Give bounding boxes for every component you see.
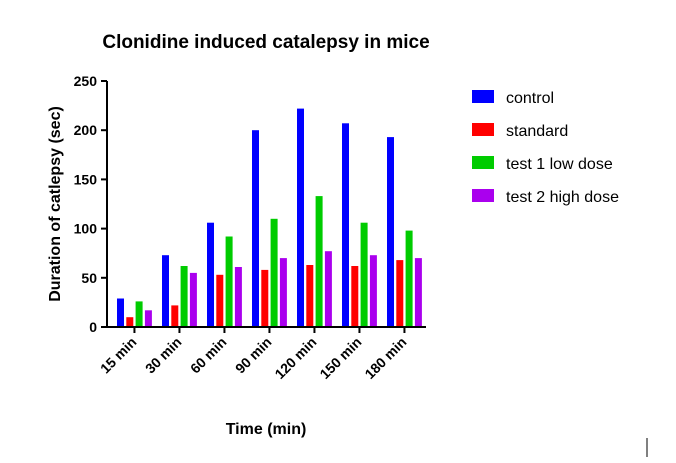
bar-4-5 bbox=[324, 251, 332, 327]
legend-label-2: standard bbox=[506, 123, 568, 140]
bar-1-6 bbox=[342, 123, 349, 327]
x-tick-label-3: 60 min bbox=[187, 334, 230, 377]
bar-1-5 bbox=[297, 108, 304, 327]
y-tick-label-1: 0 bbox=[89, 319, 97, 335]
bar-3-6 bbox=[360, 222, 368, 327]
bar-2-4 bbox=[261, 269, 269, 327]
bar-3-1 bbox=[135, 301, 143, 327]
legend-swatch-4 bbox=[472, 189, 494, 202]
bar-4-2 bbox=[189, 272, 197, 327]
legend-swatch-1 bbox=[472, 90, 494, 103]
bar-3-4 bbox=[270, 218, 278, 327]
y-tick-label-2: 50 bbox=[81, 270, 97, 286]
bar-2-1 bbox=[126, 317, 134, 327]
bar-1-7 bbox=[387, 137, 394, 327]
y-axis-label: Duration of catlepsy (sec) bbox=[47, 106, 64, 302]
bar-3-2 bbox=[180, 266, 188, 327]
x-tick-label-5: 120 min bbox=[271, 334, 319, 382]
bar-4-1 bbox=[144, 310, 152, 327]
legend-label-3: test 1 low dose bbox=[506, 156, 613, 173]
bar-3-5 bbox=[315, 196, 323, 327]
y-tick-label-6: 250 bbox=[74, 73, 98, 89]
bar-2-7 bbox=[396, 260, 404, 327]
y-tick-label-4: 150 bbox=[74, 171, 98, 187]
x-tick-label-6: 150 min bbox=[316, 334, 364, 382]
x-tick-label-2: 30 min bbox=[142, 334, 185, 377]
x-tick-label-4: 90 min bbox=[232, 334, 275, 377]
bar-1-4 bbox=[252, 130, 259, 327]
legend-swatch-3 bbox=[472, 156, 494, 169]
bar-4-3 bbox=[234, 267, 242, 327]
bar-1-3 bbox=[207, 222, 214, 327]
legend-swatch-2 bbox=[472, 123, 494, 136]
x-tick-label-1: 15 min bbox=[97, 334, 140, 377]
x-axis-label: Time (min) bbox=[226, 421, 307, 438]
x-tick-label-7: 180 min bbox=[361, 334, 409, 382]
y-tick-label-3: 100 bbox=[74, 221, 98, 237]
legend: control standard test 1 low dose test 2 hig… bbox=[472, 90, 619, 206]
bar-4-6 bbox=[369, 255, 377, 327]
bar-4-7 bbox=[414, 258, 422, 327]
bar-3-3 bbox=[225, 236, 233, 327]
bar-2-3 bbox=[216, 274, 224, 327]
legend-label-1: control bbox=[506, 90, 554, 107]
bar-1-2 bbox=[162, 255, 169, 327]
bar-1-1 bbox=[117, 298, 124, 327]
bar-2-6 bbox=[351, 266, 359, 327]
y-tick-label-5: 200 bbox=[74, 122, 98, 138]
bar-2-5 bbox=[306, 265, 314, 327]
bar-3-7 bbox=[405, 230, 413, 327]
legend-label-4: test 2 high dose bbox=[506, 189, 619, 206]
bar-2-2 bbox=[171, 305, 179, 327]
bar-4-4 bbox=[279, 258, 287, 327]
chart-title: Clonidine induced catalepsy in mice bbox=[102, 32, 429, 53]
